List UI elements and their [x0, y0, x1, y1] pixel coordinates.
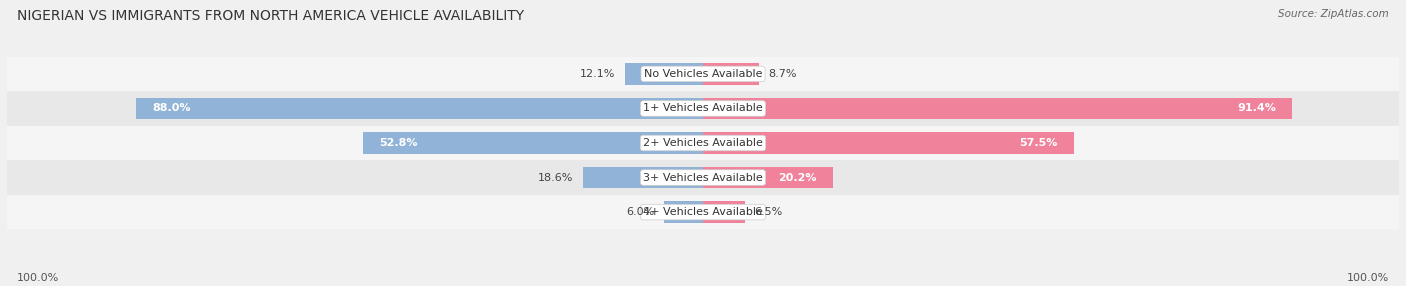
Text: 3+ Vehicles Available: 3+ Vehicles Available: [643, 172, 763, 182]
Bar: [0, 160, 1406, 195]
Text: 57.5%: 57.5%: [1019, 138, 1057, 148]
Bar: [136, 98, 703, 119]
Bar: [0, 195, 1406, 229]
Bar: [0, 126, 1406, 160]
Bar: [0, 91, 1406, 126]
Text: 4+ Vehicles Available: 4+ Vehicles Available: [643, 207, 763, 217]
Text: NIGERIAN VS IMMIGRANTS FROM NORTH AMERICA VEHICLE AVAILABILITY: NIGERIAN VS IMMIGRANTS FROM NORTH AMERIC…: [17, 9, 524, 23]
Text: 12.1%: 12.1%: [581, 69, 616, 79]
Text: 6.5%: 6.5%: [755, 207, 783, 217]
Bar: [626, 63, 703, 85]
Text: 6.0%: 6.0%: [627, 207, 655, 217]
Text: 100.0%: 100.0%: [1347, 273, 1389, 283]
Text: Source: ZipAtlas.com: Source: ZipAtlas.com: [1278, 9, 1389, 19]
Bar: [703, 201, 745, 223]
Bar: [703, 167, 834, 188]
Text: 18.6%: 18.6%: [538, 172, 574, 182]
Text: 91.4%: 91.4%: [1237, 104, 1275, 114]
Bar: [703, 98, 1292, 119]
Text: 20.2%: 20.2%: [779, 172, 817, 182]
Text: 52.8%: 52.8%: [378, 138, 418, 148]
Text: 1+ Vehicles Available: 1+ Vehicles Available: [643, 104, 763, 114]
Text: 100.0%: 100.0%: [17, 273, 59, 283]
Bar: [363, 132, 703, 154]
Text: No Vehicles Available: No Vehicles Available: [644, 69, 762, 79]
Bar: [703, 63, 759, 85]
Bar: [583, 167, 703, 188]
Text: 2+ Vehicles Available: 2+ Vehicles Available: [643, 138, 763, 148]
Text: 88.0%: 88.0%: [152, 104, 191, 114]
Text: 8.7%: 8.7%: [769, 69, 797, 79]
Bar: [665, 201, 703, 223]
Bar: [703, 132, 1074, 154]
Bar: [0, 57, 1406, 91]
